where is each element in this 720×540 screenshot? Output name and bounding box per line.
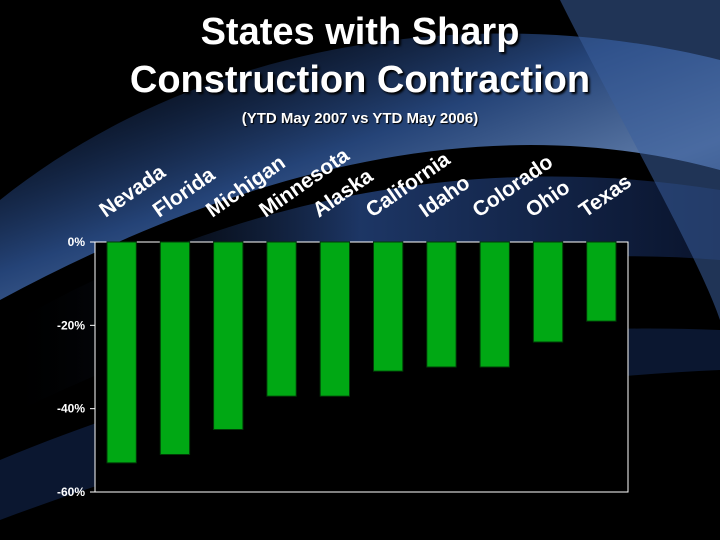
title-line-2: Construction Contraction <box>129 59 591 101</box>
bar-idaho <box>426 241 457 368</box>
bar-alaska <box>319 241 351 397</box>
title-line-1: States with Sharp <box>200 11 520 53</box>
bar-texas <box>586 241 617 322</box>
bar-michigan <box>213 241 244 430</box>
y-tick-label: -40% <box>57 402 85 416</box>
chart-subtitle: (YTD May 2007 vs YTD May 2006) <box>241 110 479 127</box>
category-label-texas: Texas <box>575 170 636 222</box>
bar-ohio <box>532 241 564 343</box>
y-tick-label: -60% <box>57 485 85 499</box>
y-tick-label: 0% <box>68 235 86 249</box>
bar-california <box>372 241 404 372</box>
bar-nevada <box>106 241 137 464</box>
chart-title: States with Sharp Construction Contracti… <box>0 8 720 104</box>
bar-minnesota <box>266 241 297 397</box>
bar-florida <box>159 241 191 455</box>
y-tick-label: -20% <box>57 318 85 332</box>
bar-colorado <box>479 241 510 368</box>
